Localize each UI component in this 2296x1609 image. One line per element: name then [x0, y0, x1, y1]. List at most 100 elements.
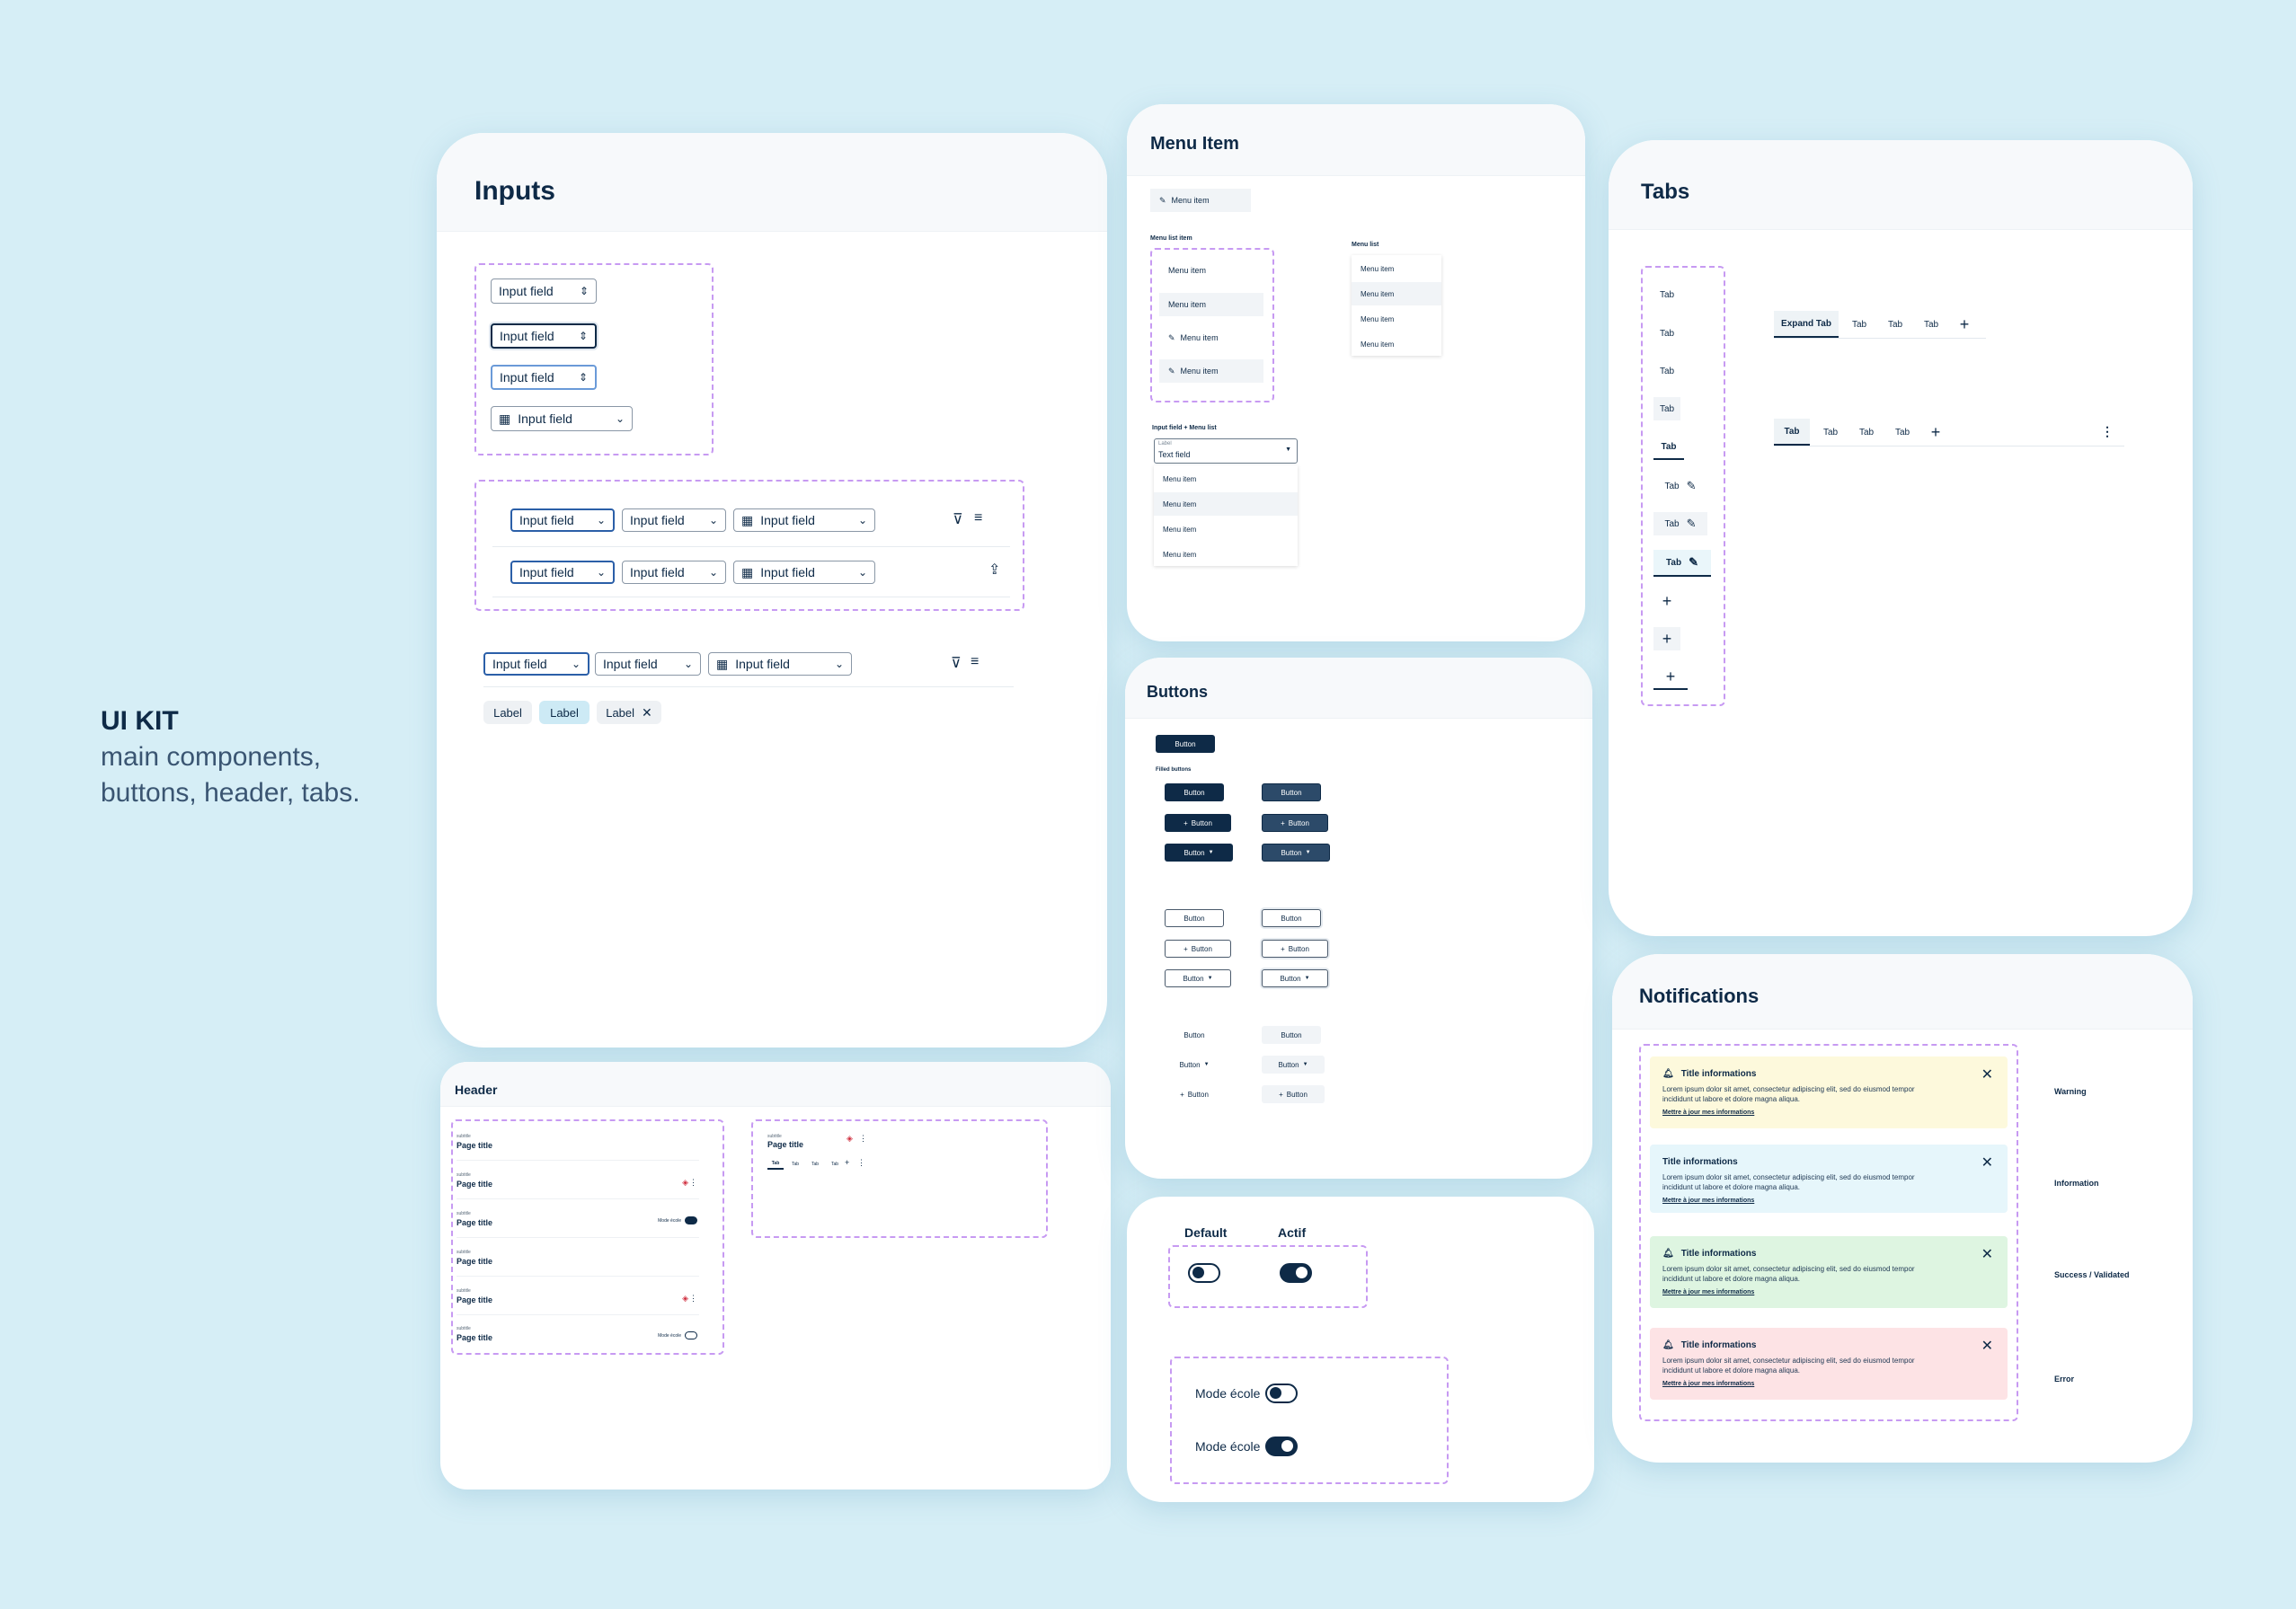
vertical-tab[interactable]: Tab [1659, 366, 1675, 376]
add-tab-horizontal[interactable]: + [1952, 311, 1977, 338]
mode-toggle-on[interactable] [1265, 1437, 1298, 1456]
text-button-icon[interactable]: + Button [1165, 1085, 1224, 1103]
filled-button-hover[interactable]: Button [1262, 783, 1321, 801]
vertical-tab[interactable]: Tab [1659, 289, 1675, 300]
horizontal-tab[interactable]: Tab [1858, 427, 1875, 438]
filled-button-icon[interactable]: + Button [1165, 814, 1231, 832]
close-icon[interactable]: ✕ [1981, 1067, 1993, 1083]
vertical-tab-selected[interactable]: Tab [1653, 435, 1684, 460]
horizontal-tab[interactable]: Tab [1923, 319, 1939, 330]
primary-button[interactable]: Button [1156, 735, 1215, 753]
expand-tab[interactable]: Expand Tab [1774, 311, 1839, 338]
add-tab-selected[interactable]: + [1653, 665, 1688, 690]
text-button-dropdown[interactable]: Button ▼ [1165, 1056, 1224, 1074]
filter-date-1[interactable]: ▦ Input field ⌄ [733, 508, 875, 532]
plus-icon[interactable]: + [845, 1158, 850, 1167]
menu-list-item[interactable]: Menu item [1361, 340, 1395, 349]
number-input-active[interactable]: Input field ⇕ [491, 365, 597, 390]
date-input[interactable]: ▦ Input field ⌄ [491, 406, 633, 431]
chip-label[interactable]: Label [483, 701, 532, 724]
more-icon[interactable]: ⋮ [2101, 424, 2114, 438]
header-tab[interactable]: Tab [830, 1162, 839, 1167]
menu-item-single[interactable]: ✎ Menu item [1150, 189, 1251, 212]
eraser-icon[interactable]: ◈ [682, 1178, 688, 1187]
select-a[interactable]: Input field ⌄ [483, 652, 590, 676]
add-tab[interactable]: + [1653, 589, 1680, 613]
horizontal-tab[interactable]: Tab [1894, 427, 1910, 438]
more-icon[interactable]: ⋮ [689, 1178, 697, 1187]
pencil-icon[interactable]: ✎ [1686, 517, 1697, 530]
add-tab-hover[interactable]: + [1653, 627, 1680, 650]
text-button-dropdown-hover[interactable]: Button ▼ [1262, 1056, 1325, 1074]
more-icon[interactable]: ⋮ [689, 1294, 697, 1303]
vertical-tab-editable-selected[interactable]: Tab ✎ [1653, 550, 1711, 577]
notification-link[interactable]: Mettre à jour mes informations [1662, 1289, 1755, 1295]
horizontal-tab-selected[interactable]: Tab [1774, 419, 1810, 446]
dropdown-item[interactable]: Menu item [1163, 474, 1197, 483]
filled-button-icon-hover[interactable]: + Button [1262, 814, 1328, 832]
close-icon[interactable]: ✕ [1981, 1247, 1993, 1262]
horizontal-tab[interactable]: Tab [1822, 427, 1839, 438]
header-tab[interactable]: Tab [791, 1162, 800, 1167]
header-tab[interactable]: Tab [811, 1162, 820, 1167]
menu-list-item[interactable]: Menu item [1361, 264, 1395, 273]
menu-item[interactable]: Menu item [1168, 266, 1207, 275]
sort-icon[interactable]: ≡ [971, 654, 980, 669]
chip-label-selected[interactable]: Label [539, 701, 590, 724]
outline-button-icon[interactable]: + Button [1165, 940, 1231, 958]
horizontal-tab[interactable]: Tab [1887, 319, 1903, 330]
notification-link[interactable]: Mettre à jour mes informations [1662, 1110, 1755, 1116]
filled-button-dropdown-hover[interactable]: Button ▼ [1262, 844, 1330, 862]
dropdown-item[interactable]: Menu item [1163, 525, 1197, 534]
filter-select-4[interactable]: Input field ⌄ [622, 561, 726, 584]
text-button-hover[interactable]: Button [1262, 1026, 1321, 1044]
outline-button-dropdown-hover[interactable]: Button ▼ [1262, 969, 1328, 987]
filled-button[interactable]: Button [1165, 783, 1224, 801]
vertical-tab-editable[interactable]: Tab ✎ [1653, 474, 1707, 498]
outline-button-icon-hover[interactable]: + Button [1262, 940, 1328, 958]
close-icon[interactable]: ✕ [1981, 1155, 1993, 1171]
number-input[interactable]: Input field ⇕ [491, 278, 597, 304]
filled-button-dropdown[interactable]: Button ▼ [1165, 844, 1233, 862]
horizontal-tab[interactable]: Tab [1851, 319, 1867, 330]
stepper-icon[interactable]: ⇕ [578, 330, 588, 342]
filter-select-2[interactable]: Input field ⌄ [622, 508, 726, 532]
add-tab-horizontal[interactable]: + [1923, 419, 1948, 446]
more-icon[interactable]: ⋮ [857, 1158, 865, 1167]
notification-link[interactable]: Mettre à jour mes informations [1662, 1381, 1755, 1387]
outline-button-dropdown[interactable]: Button ▼ [1165, 969, 1231, 987]
toggle-off[interactable] [1188, 1263, 1220, 1283]
toggle-on[interactable] [1280, 1263, 1312, 1283]
pencil-icon[interactable]: ✎ [1689, 555, 1698, 569]
dropdown-item[interactable]: Menu item [1154, 492, 1298, 516]
mini-toggle[interactable] [685, 1216, 697, 1224]
vertical-tab-editable-hover[interactable]: Tab ✎ [1653, 512, 1707, 535]
outline-button[interactable]: Button [1165, 909, 1224, 927]
eraser-icon[interactable]: ◈ [847, 1134, 853, 1143]
header-tab[interactable]: Tab [767, 1159, 784, 1170]
close-icon[interactable]: ✕ [642, 704, 652, 720]
dropdown-item[interactable]: Menu item [1163, 550, 1197, 559]
text-button-icon-hover[interactable]: + Button [1262, 1085, 1325, 1103]
select-b[interactable]: Input field ⌄ [595, 652, 701, 676]
number-input-focused[interactable]: Input field ⇕ [491, 323, 597, 349]
date-c[interactable]: ▦ Input field ⌄ [708, 652, 852, 676]
eraser-icon[interactable]: ◈ [682, 1294, 688, 1303]
close-icon[interactable]: ✕ [1981, 1339, 1993, 1354]
more-icon[interactable]: ⋮ [859, 1134, 867, 1143]
filter-select-1[interactable]: Input field ⌄ [510, 508, 615, 532]
pencil-icon[interactable]: ✎ [1686, 479, 1697, 492]
share-icon[interactable]: ⇪ [988, 562, 1001, 578]
stepper-icon[interactable]: ⇕ [579, 285, 589, 297]
filter-icon[interactable]: ⊽ [951, 656, 962, 671]
filter-select-3[interactable]: Input field ⌄ [510, 561, 615, 584]
menu-list-item[interactable]: Menu item [1361, 314, 1395, 323]
filter-date-2[interactable]: ▦ Input field ⌄ [733, 561, 875, 584]
text-field-select[interactable]: Label Text field ▼ [1154, 438, 1298, 464]
text-button[interactable]: Button [1183, 1030, 1205, 1039]
menu-item-hover[interactable]: Menu item [1159, 293, 1263, 316]
notification-link[interactable]: Mettre à jour mes informations [1662, 1198, 1755, 1204]
mini-toggle[interactable] [685, 1331, 697, 1339]
menu-item-icon[interactable]: ✎ Menu item [1159, 326, 1263, 349]
mode-toggle-off[interactable] [1265, 1384, 1298, 1403]
